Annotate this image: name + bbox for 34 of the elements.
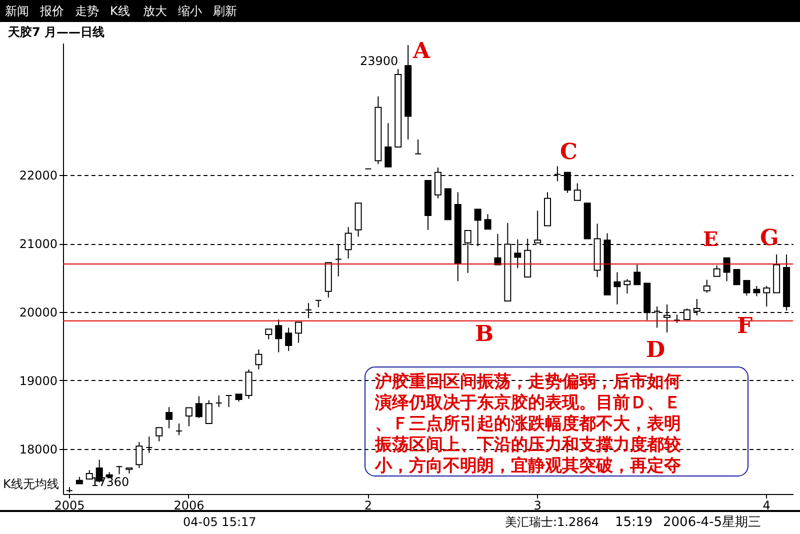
annotation: D <box>646 337 666 363</box>
annotation: G <box>760 225 779 251</box>
y-tick-label: 22000 <box>19 168 58 183</box>
text: 2006-4-5星期三 <box>663 515 762 530</box>
x-tick-label: 4 <box>762 498 770 512</box>
text: 新闻 <box>5 4 29 18</box>
x-tick-label: 2 <box>364 498 372 512</box>
text: 15:19 <box>615 515 652 530</box>
annotation: A <box>412 38 431 64</box>
annotation: B <box>475 321 494 347</box>
text: 走势 <box>75 4 99 18</box>
text: K线无均线 <box>3 477 59 491</box>
x-tick-label: 2006 <box>174 498 204 512</box>
chart-title: 天胶7 月——日线 <box>7 25 105 39</box>
annotation: E <box>703 227 718 251</box>
y-tick-label: 18000 <box>19 442 58 456</box>
text: 缩小 <box>178 4 202 18</box>
text: 美汇瑞士:1.2864 <box>505 515 600 529</box>
text: 刷新 <box>213 4 237 18</box>
annotation: C <box>560 139 578 165</box>
text: 报价 <box>39 4 64 18</box>
candlestick <box>225 394 232 408</box>
annotation: 17360 <box>91 475 130 489</box>
y-tick-label: 21000 <box>19 237 58 252</box>
candlestick <box>414 139 422 154</box>
annotation: 23900 <box>360 54 398 68</box>
annotation: F <box>737 313 753 339</box>
y-tick-label: 20000 <box>19 305 58 320</box>
text: K线 <box>110 4 130 18</box>
text: 04-05 15:17 <box>183 515 256 529</box>
y-tick-label: 19000 <box>19 374 58 388</box>
x-tick-label: 3 <box>534 498 542 512</box>
text: 放大 <box>143 4 167 18</box>
x-tick-label: 2005 <box>54 498 85 512</box>
